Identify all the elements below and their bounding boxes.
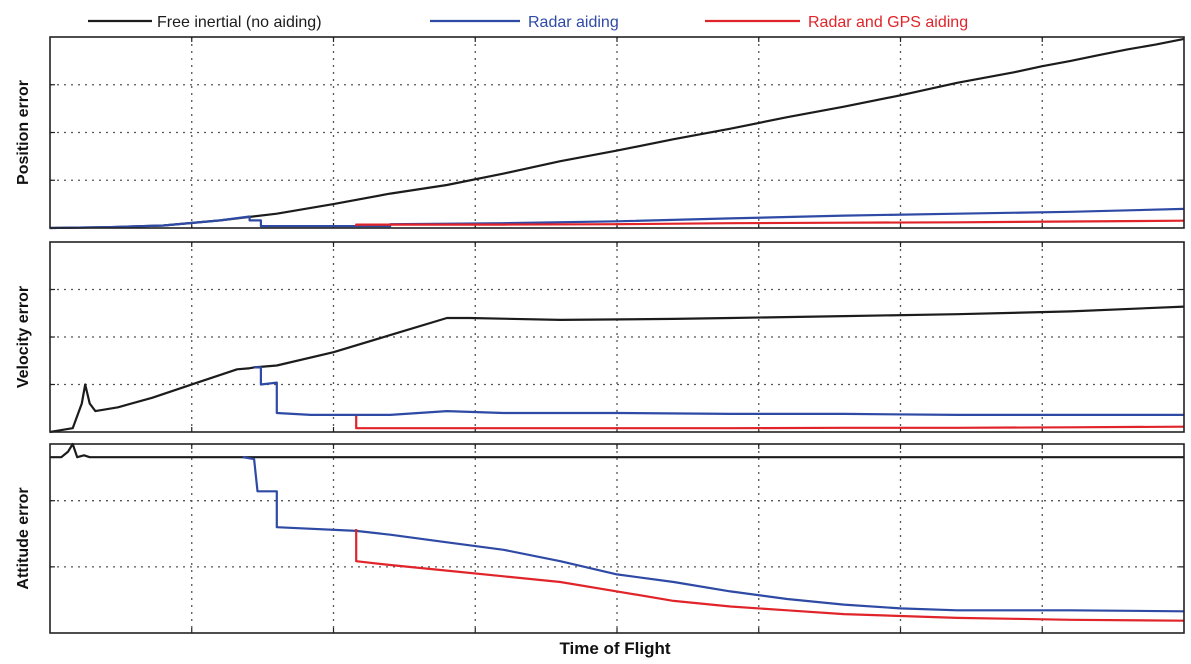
position-error-series-radar-gps: [355, 219, 1185, 227]
legend: Free inertial (no aiding) Radar aiding Rad…: [88, 14, 968, 31]
position-error-panel: Position error: [15, 36, 1185, 230]
legend-item-free-inertial: Free inertial (no aiding): [88, 14, 322, 31]
velocity-error-y-axis-label: Velocity error: [15, 286, 32, 388]
chart-panels: Position error Velocity error Attitude err…: [15, 36, 1185, 634]
legend-label: Radar aiding: [528, 14, 619, 31]
position-error-y-axis-label: Position error: [15, 80, 32, 185]
legend-item-radar: Radar aiding: [430, 14, 619, 31]
attitude-error-plot-frame: [49, 443, 1185, 634]
x-axis-label: Time of Flight: [559, 639, 670, 658]
position-error-series-free-inertial: [49, 37, 1185, 230]
velocity-error-series-radar-gps: [355, 415, 1185, 430]
velocity-error-panel: Velocity error: [15, 241, 1185, 434]
attitude-error-series-free-inertial: [50, 442, 1184, 459]
velocity-error-series-radar: [254, 366, 1184, 416]
attitude-error-panel: Attitude error: [15, 442, 1185, 634]
attitude-error-series-radar-gps: [355, 529, 1185, 622]
attitude-error-series-radar: [242, 456, 1185, 613]
legend-label: Radar and GPS aiding: [808, 14, 968, 31]
position-error-plot-frame: [49, 36, 1185, 229]
position-error-series-radar: [49, 207, 1185, 230]
legend-item-radar-gps: Radar and GPS aiding: [705, 14, 968, 31]
attitude-error-y-axis-label: Attitude error: [15, 487, 32, 589]
legend-label: Free inertial (no aiding): [157, 14, 322, 31]
velocity-error-plot-frame: [49, 241, 1185, 433]
